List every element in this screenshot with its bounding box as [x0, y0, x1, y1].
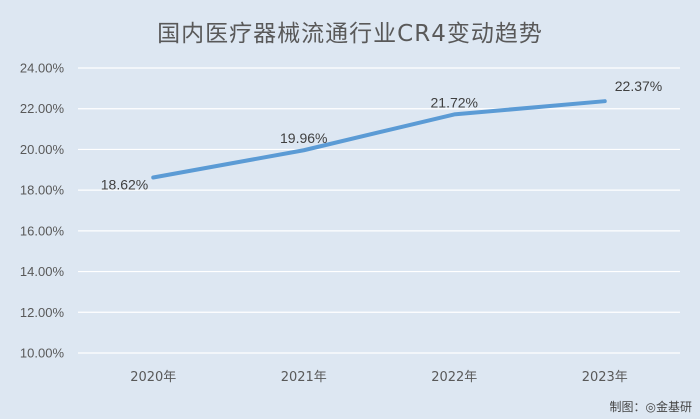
y-tick-label: 20.00%	[20, 142, 65, 157]
x-tick-label: 2022年	[431, 370, 477, 385]
series-line	[151, 99, 607, 180]
chart-title: 国内医疗器械流通行业CR4变动趋势	[157, 21, 543, 47]
y-tick-label: 18.00%	[20, 183, 65, 198]
y-tick-label: 14.00%	[20, 264, 65, 279]
data-label: 21.72%	[431, 94, 478, 110]
y-tick-label: 22.00%	[20, 101, 65, 116]
x-tick-label: 2021年	[281, 370, 327, 385]
data-label: 22.37%	[615, 78, 662, 94]
data-label: 18.62%	[101, 177, 148, 193]
y-tick-label: 16.00%	[20, 223, 65, 238]
y-axis-ticks: 10.00% 12.00% 14.00% 16.00% 18.00% 20.00% 22.0…	[20, 61, 65, 361]
data-label: 19.96%	[280, 130, 327, 146]
x-tick-label: 2020年	[130, 370, 176, 385]
y-tick-label: 10.00%	[20, 346, 65, 361]
y-tick-label: 12.00%	[20, 305, 65, 320]
x-tick-label: 2023年	[582, 370, 628, 385]
x-axis-ticks: 2020年 2021年 2022年 2023年	[130, 370, 628, 385]
series-line-path	[151, 99, 607, 180]
source-credit: 制图：◎金基研	[609, 400, 692, 414]
y-tick-label: 24.00%	[20, 61, 65, 76]
data-labels: 18.62% 19.96% 21.72% 22.37%	[101, 78, 662, 192]
gridlines	[78, 67, 680, 354]
